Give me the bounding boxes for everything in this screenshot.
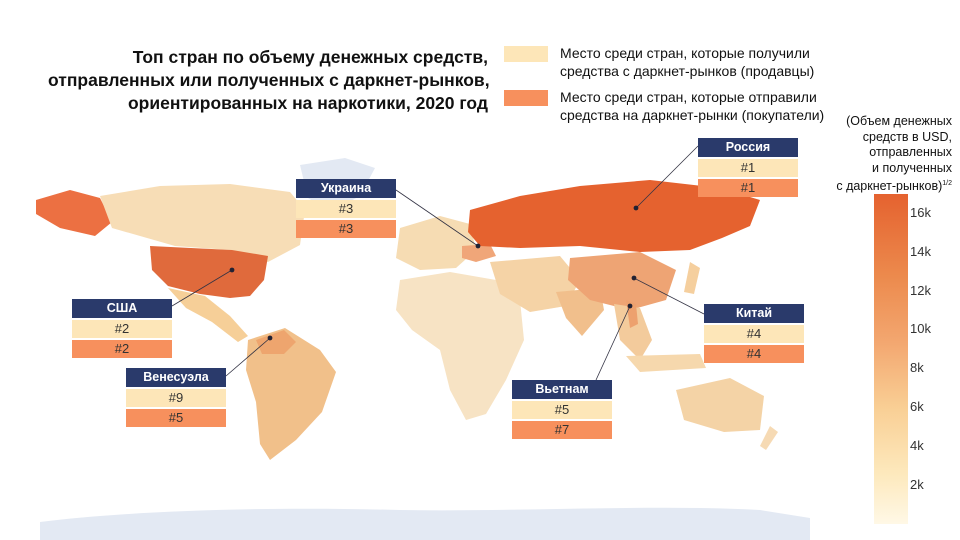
label-ukraine-buyer-rank: #3 (296, 220, 396, 238)
label-ukraine: Украина #3 #3 (296, 179, 396, 238)
africa (396, 272, 524, 420)
label-vietnam-seller-rank: #5 (512, 401, 612, 419)
label-russia-name: Россия (698, 138, 798, 157)
mexico (168, 288, 248, 342)
new-zealand (760, 426, 778, 450)
venezuela-callout-line (225, 337, 271, 377)
label-russia-seller-rank: #1 (698, 159, 798, 177)
label-ukraine-name: Украина (296, 179, 396, 198)
label-usa-seller-rank: #2 (72, 320, 172, 338)
colorbar (874, 194, 908, 524)
colorbar-tick-14k: 14k (910, 244, 931, 259)
japan (684, 262, 700, 294)
vietnam-callout-line (595, 305, 631, 381)
colorbar-title-line-4: и полученных (872, 160, 952, 175)
alaska (36, 190, 112, 236)
legend-sellers-label: Место среди стран, которые получили сред… (560, 45, 815, 79)
venezuela-callout-dot (267, 335, 273, 341)
legend-buyers-label: Место среди стран, которые отправили сре… (560, 89, 825, 123)
usa-callout-dot (229, 267, 235, 273)
colorbar-tick-4k: 4k (910, 438, 924, 453)
label-venezuela-seller-rank: #9 (126, 389, 226, 407)
title-line-3: ориентированных на наркотики, 2020 год (127, 93, 488, 113)
russia-callout-line (635, 145, 699, 209)
legend-buyers-swatch (504, 90, 548, 106)
colorbar-tick-6k: 6k (910, 399, 924, 414)
ukraine-callout-dot (475, 243, 481, 249)
label-ukraine-seller-rank: #3 (296, 200, 396, 218)
title-line-1: Топ стран по объему денежных средств, (132, 47, 488, 67)
colorbar-title-line-5: с даркнет-рынков)1/2 (812, 176, 952, 195)
colorbar-title-line-3: отправленных (869, 145, 952, 159)
se-asia (614, 304, 652, 360)
legend-sellers-swatch (504, 46, 548, 62)
colorbar-tick-12k: 12k (910, 283, 931, 298)
europe (396, 216, 476, 270)
label-venezuela: Венесуэла #9 #5 (126, 368, 226, 427)
venezuela (256, 330, 296, 354)
canada (100, 184, 305, 262)
china (568, 252, 676, 310)
ukraine-callout-line (395, 189, 479, 247)
label-usa: США #2 #2 (72, 299, 172, 358)
colorbar-title-line-5-text: с даркнет-рынков) (836, 179, 943, 194)
australia (676, 378, 764, 432)
title-line-2: отправленных или полученных с даркнет-ры… (48, 70, 490, 90)
vietnam-callout-dot (627, 303, 633, 309)
colorbar-tick-10k: 10k (910, 321, 931, 336)
colorbar-title: (Объем денежных средств в USD, отправлен… (812, 114, 952, 195)
usa-callout-line (171, 269, 233, 307)
ukraine (462, 244, 496, 262)
indonesia (626, 354, 706, 372)
label-vietnam-buyer-rank: #7 (512, 421, 612, 439)
colorbar-title-line-1: (Объем денежных (846, 114, 952, 128)
colorbar-tick-2k: 2k (910, 477, 924, 492)
label-vietnam-name: Вьетнам (512, 380, 612, 399)
colorbar-tick-8k: 8k (910, 360, 924, 375)
label-usa-name: США (72, 299, 172, 318)
chart-title: Топ стран по объему денежных средств, от… (48, 46, 490, 115)
russia-callout-dot (633, 205, 639, 211)
middle-east (490, 256, 580, 312)
colorbar-tick-16k: 16k (910, 205, 931, 220)
russia (468, 180, 760, 252)
label-china-buyer-rank: #4 (704, 345, 804, 363)
south-america (246, 328, 336, 460)
label-vietnam: Вьетнам #5 #7 (512, 380, 612, 439)
label-usa-buyer-rank: #2 (72, 340, 172, 358)
usa (150, 246, 268, 298)
legend-sellers: Место среди стран, которые получили сред… (504, 44, 850, 80)
colorbar-superscript: 1/2 (942, 180, 952, 187)
china-callout-line (633, 277, 705, 315)
label-venezuela-name: Венесуэла (126, 368, 226, 387)
colorbar-title-line-2: средств в USD, (862, 129, 952, 144)
label-russia-buyer-rank: #1 (698, 179, 798, 197)
china-callout-dot (631, 275, 637, 281)
label-china-name: Китай (704, 304, 804, 323)
label-venezuela-buyer-rank: #5 (126, 409, 226, 427)
label-china: Китай #4 #4 (704, 304, 804, 363)
label-russia: Россия #1 #1 (698, 138, 798, 197)
label-china-seller-rank: #4 (704, 325, 804, 343)
antarctica (40, 507, 810, 540)
legend-buyers: Место среди стран, которые отправили сре… (504, 88, 850, 124)
